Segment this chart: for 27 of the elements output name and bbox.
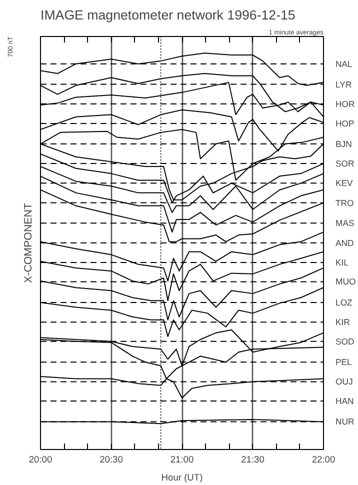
x-tick-label: 22:00 xyxy=(312,454,336,464)
x-tick-label: 20:00 xyxy=(28,454,52,464)
x-axis-title: Hour (UT) xyxy=(161,472,203,482)
ref-line-label: TRO xyxy=(336,198,354,208)
ref-line-label: HAN xyxy=(336,396,354,406)
ref-line-label: HOR xyxy=(336,98,355,109)
ref-line-label: KIL xyxy=(336,257,349,268)
ref-line-label: OUJ xyxy=(336,376,353,387)
chart-title: IMAGE magnetometer network 1996-12-15 xyxy=(40,8,296,22)
ref-line-label: HOP xyxy=(336,118,354,129)
ref-line-label: LOZ xyxy=(336,297,354,308)
ref-line-label: NAL xyxy=(336,58,353,69)
ref-line-label: MUO xyxy=(336,276,356,287)
ref-line-label: NUR xyxy=(336,416,354,427)
ref-line-label: PEL xyxy=(336,357,352,368)
ref-line-label: BJN xyxy=(336,138,352,149)
ref-line-label: LYR xyxy=(336,79,352,90)
ref-line-label: SOR xyxy=(336,158,354,169)
ref-line-label: KIR xyxy=(336,317,350,328)
x-tick-label: 21:30 xyxy=(241,454,264,464)
y-axis-title: X-COMPONENT xyxy=(22,202,34,283)
ref-line-label: SOD xyxy=(336,336,354,346)
ref-line-label: MAS xyxy=(336,218,354,228)
ref-line-label: KEV xyxy=(336,178,354,188)
ref-line-label: AND xyxy=(336,238,354,248)
x-tick-label: 20:30 xyxy=(100,454,123,464)
x-tick-label: 21:00 xyxy=(170,454,194,464)
